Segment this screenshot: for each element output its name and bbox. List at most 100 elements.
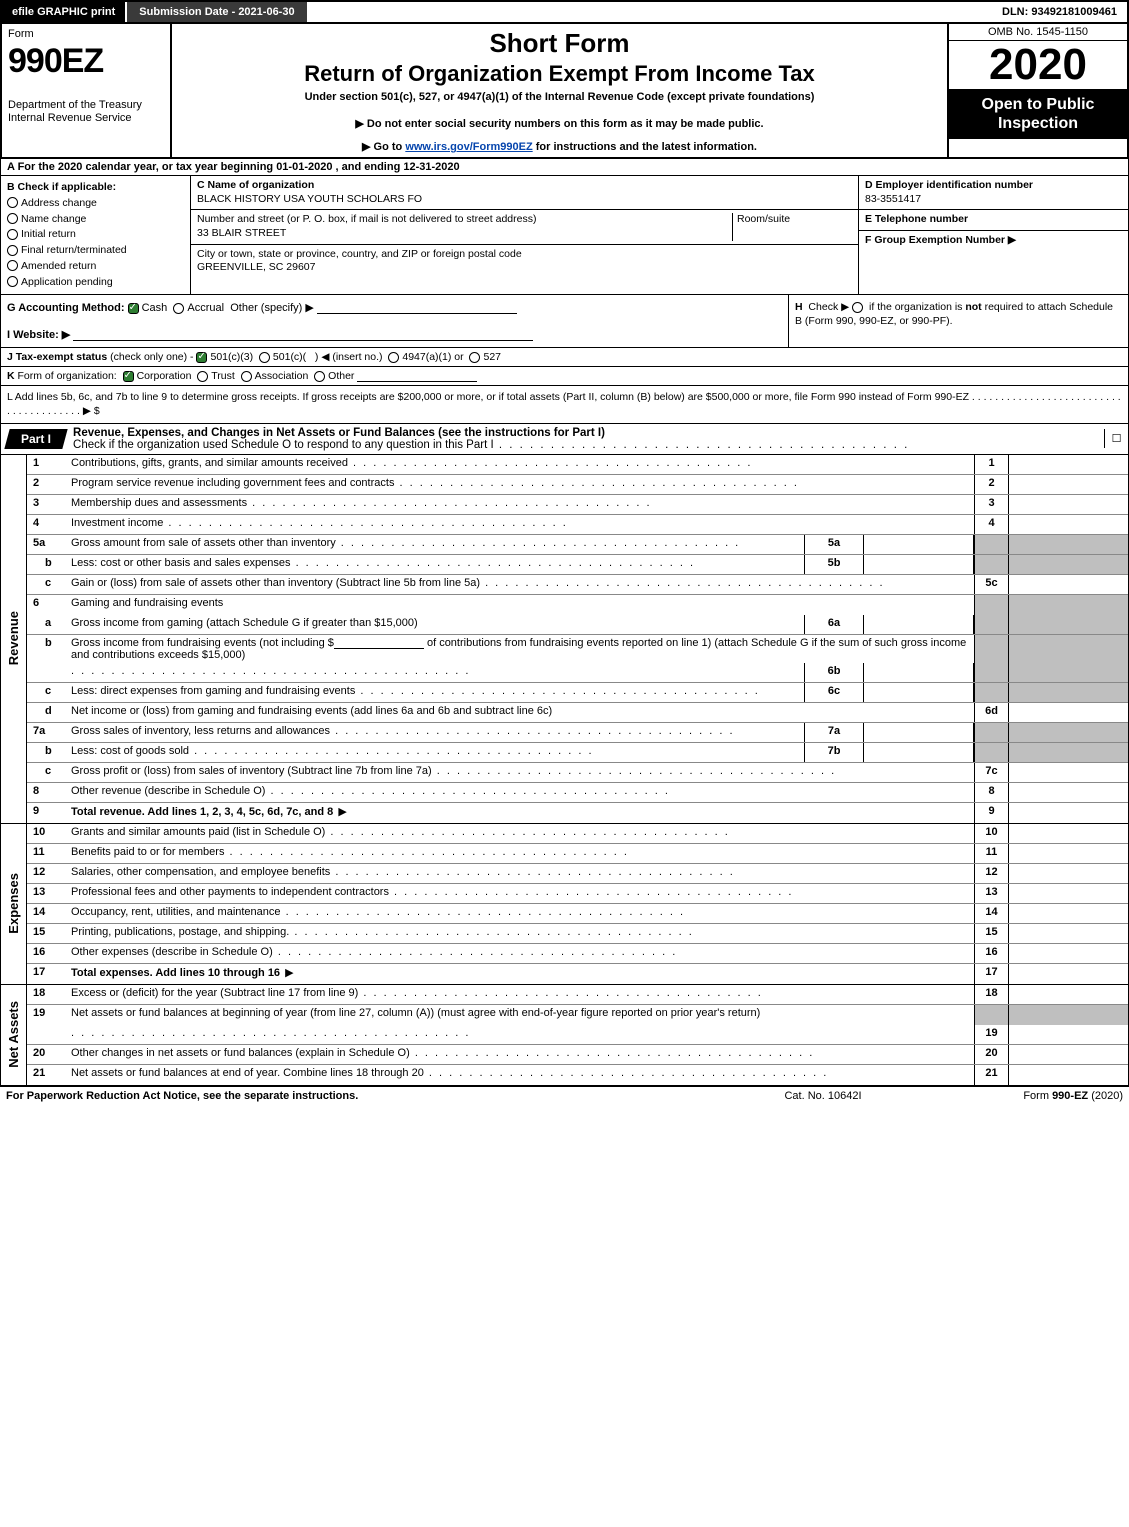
chk-501c3[interactable] [196,352,207,363]
header-right: OMB No. 1545-1150 2020 Open to Public In… [947,24,1127,157]
part-1-check-text: Check if the organization used Schedule … [73,439,909,451]
accounting-method: G Accounting Method: Cash Accrual Other … [7,301,782,314]
chk-association[interactable] [241,371,252,382]
row-j-tax-status: J Tax-exempt status (check only one) - 5… [0,348,1129,367]
goto-pre: ▶ Go to [362,141,405,153]
other-specify: Other (specify) ▶ [230,302,314,314]
c-label: C Name of organization [197,179,852,193]
revenue-side-label: Revenue [1,455,27,823]
line-16: Other expenses (describe in Schedule O) [67,944,974,963]
line-13: Professional fees and other payments to … [67,884,974,903]
chk-trust[interactable] [197,371,208,382]
group-exemption-cell: F Group Exemption Number ▶ [859,231,1128,294]
row-l-gross-receipts: L Add lines 5b, 6c, and 7b to line 9 to … [0,386,1129,423]
chk-name-change[interactable]: Name change [7,212,184,228]
chk-address-change[interactable]: Address change [7,196,184,212]
city-label: City or town, state or province, country… [197,248,852,262]
chk-accrual[interactable] [173,303,184,314]
footer-right: Form 990-EZ (2020) [923,1090,1123,1102]
line-4: Investment income [67,515,974,534]
d-label: D Employer identification number [865,179,1122,193]
ns-label: Number and street (or P. O. box, if mail… [197,213,732,227]
line-7a: Gross sales of inventory, less returns a… [67,723,804,742]
footer-middle: Cat. No. 10642I [723,1090,923,1102]
chk-4947[interactable] [388,352,399,363]
net-assets-side-label: Net Assets [1,985,27,1085]
line-11: Benefits paid to or for members [67,844,974,863]
topbar-spacer [307,2,992,22]
chk-amended-return[interactable]: Amended return [7,259,184,275]
part-1-checkbox[interactable]: ☐ [1104,429,1128,448]
line-3: Membership dues and assessments [67,495,974,514]
part-1-title: Revenue, Expenses, and Changes in Net As… [65,424,1104,454]
expenses-side-label: Expenses [1,824,27,984]
line-8: Other revenue (describe in Schedule O) [67,783,974,802]
line-9: Total revenue. Add lines 1, 2, 3, 4, 5c,… [67,803,974,823]
line-6b: Gross income from fundraising events (no… [67,635,974,663]
page-footer: For Paperwork Reduction Act Notice, see … [0,1086,1129,1105]
line-20: Other changes in net assets or fund bala… [67,1045,974,1064]
line-6a: Gross income from gaming (attach Schedul… [67,615,804,634]
header-middle: Short Form Return of Organization Exempt… [172,24,947,157]
line-14: Occupancy, rent, utilities, and maintena… [67,904,974,923]
i-label: I Website: ▶ [7,329,70,341]
efile-print-button[interactable]: efile GRAPHIC print [2,2,127,22]
chk-final-return[interactable]: Final return/terminated [7,243,184,259]
accrual-label: Accrual [187,302,224,314]
tax-year: 2020 [949,41,1127,89]
open-to-public: Open to Public Inspection [949,89,1127,139]
omb-number: OMB No. 1545-1150 [949,24,1127,41]
line-6c: Less: direct expenses from gaming and fu… [67,683,804,702]
f-label: F Group Exemption Number ▶ [865,234,1122,248]
form-number: 990EZ [8,42,164,81]
other-specify-line[interactable] [317,302,517,314]
line-19-cont [67,1025,974,1044]
under-section-text: Under section 501(c), 527, or 4947(a)(1)… [180,91,939,103]
revenue-table: Revenue 1Contributions, gifts, grants, a… [0,455,1129,824]
chk-527[interactable] [469,352,480,363]
org-name-cell: C Name of organization BLACK HISTORY USA… [191,176,858,210]
header-left: Form 990EZ Department of the Treasury In… [2,24,172,157]
city-cell: City or town, state or province, country… [191,245,858,278]
line-5c: Gain or (loss) from sale of assets other… [67,575,974,594]
chk-other-org[interactable] [314,371,325,382]
cash-label: Cash [142,302,168,314]
line-6b-amount[interactable] [334,637,424,649]
h-text: H Check ▶ if the organization is not req… [795,301,1113,327]
dln-label: DLN: 93492181009461 [992,2,1127,22]
g-label: G Accounting Method: [7,302,125,314]
form-header: Form 990EZ Department of the Treasury In… [0,24,1129,159]
line-6: Gaming and fundraising events [67,595,974,615]
line-5b: Less: cost or other basis and sales expe… [67,555,804,574]
short-form-title: Short Form [180,28,939,59]
line-15: Printing, publications, postage, and shi… [67,924,974,943]
chk-initial-return[interactable]: Initial return [7,227,184,243]
line-1: Contributions, gifts, grants, and simila… [67,455,974,474]
do-not-enter-text: ▶ Do not enter social security numbers o… [180,117,939,130]
row-k-form-org: K Form of organization: Corporation Trus… [0,367,1129,386]
chk-schedule-b[interactable] [852,302,863,313]
line-21: Net assets or fund balances at end of ye… [67,1065,974,1085]
irs-link[interactable]: www.irs.gov/Form990EZ [405,141,532,153]
chk-corporation[interactable] [123,371,134,382]
website-line[interactable] [73,329,533,341]
chk-cash[interactable] [128,303,139,314]
g-i-left: G Accounting Method: Cash Accrual Other … [1,295,788,347]
chk-501c[interactable] [259,352,270,363]
expenses-table: Expenses 10Grants and similar amounts pa… [0,824,1129,985]
ein-cell: D Employer identification number 83-3551… [859,176,1128,210]
chk-application-pending[interactable]: Application pending [7,275,184,291]
row-a-period: A For the 2020 calendar year, or tax yea… [0,159,1129,176]
line-10: Grants and similar amounts paid (list in… [67,824,974,843]
col-b-checkboxes: B Check if applicable: Address change Na… [1,176,191,294]
footer-left: For Paperwork Reduction Act Notice, see … [6,1090,723,1102]
line-18: Excess or (deficit) for the year (Subtra… [67,985,974,1004]
h-check: H Check ▶ if the organization is not req… [788,295,1128,347]
telephone-cell: E Telephone number [859,210,1128,231]
part-1-header: Part I Revenue, Expenses, and Changes in… [0,424,1129,455]
street-address: 33 BLAIR STREET [197,227,732,241]
col-b-title: B Check if applicable: [7,180,184,196]
line-12: Salaries, other compensation, and employ… [67,864,974,883]
other-org-line[interactable] [357,370,477,382]
line-2: Program service revenue including govern… [67,475,974,494]
